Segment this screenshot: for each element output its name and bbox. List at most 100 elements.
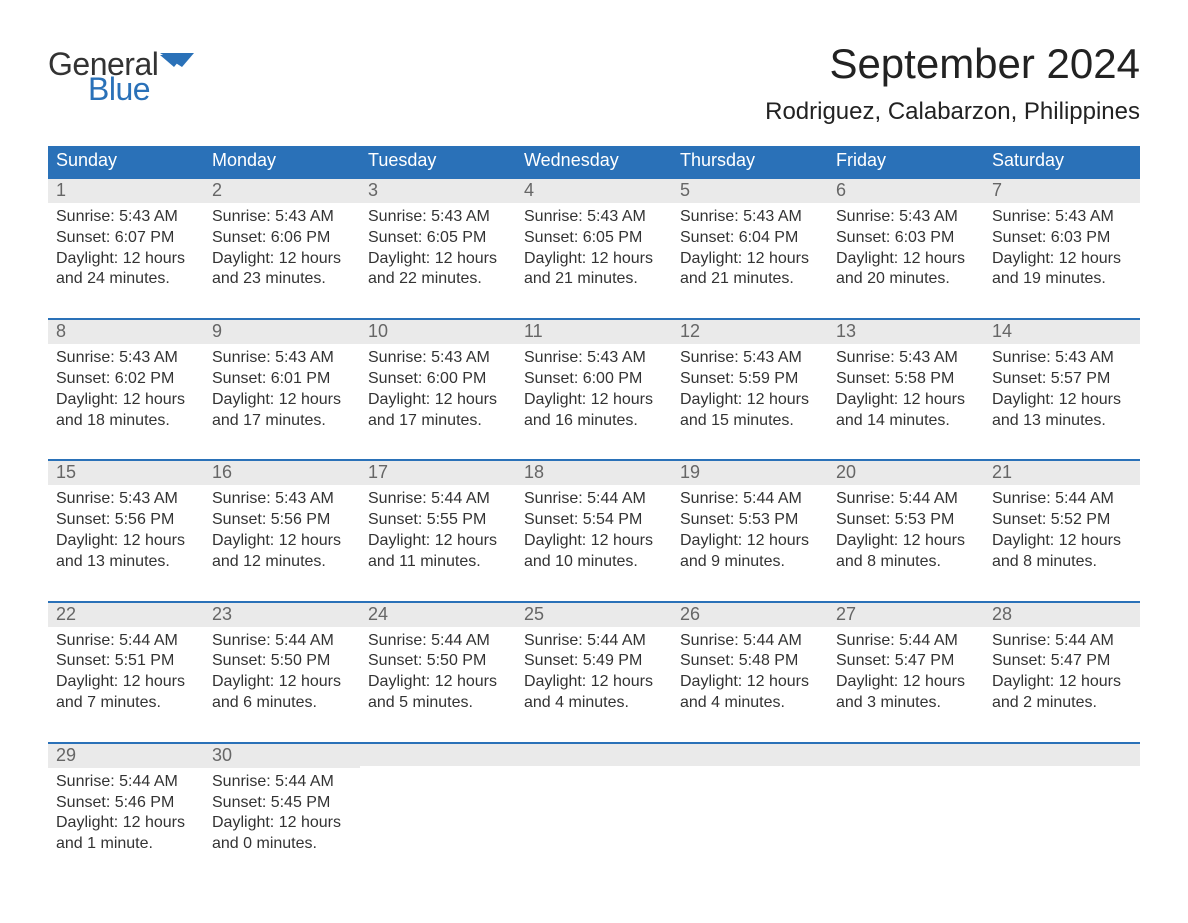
day-dl2: and 15 minutes. (680, 411, 820, 432)
day-cell: 13Sunrise: 5:43 AMSunset: 5:58 PMDayligh… (828, 320, 984, 435)
day-details: Sunrise: 5:43 AMSunset: 6:00 PMDaylight:… (516, 344, 672, 435)
day-dl1: Daylight: 12 hours (368, 249, 508, 270)
day-dl2: and 4 minutes. (524, 693, 664, 714)
day-number: 19 (672, 461, 828, 485)
day-details: Sunrise: 5:43 AMSunset: 5:59 PMDaylight:… (672, 344, 828, 435)
day-cell: 9Sunrise: 5:43 AMSunset: 6:01 PMDaylight… (204, 320, 360, 435)
day-dl2: and 7 minutes. (56, 693, 196, 714)
day-dl1: Daylight: 12 hours (212, 813, 352, 834)
day-details: Sunrise: 5:43 AMSunset: 6:03 PMDaylight:… (828, 203, 984, 294)
day-dl2: and 17 minutes. (212, 411, 352, 432)
day-of-week-header: Sunday Monday Tuesday Wednesday Thursday… (48, 146, 1140, 177)
day-sunrise: Sunrise: 5:43 AM (680, 207, 820, 228)
day-cell: 20Sunrise: 5:44 AMSunset: 5:53 PMDayligh… (828, 461, 984, 576)
day-cell: 5Sunrise: 5:43 AMSunset: 6:04 PMDaylight… (672, 179, 828, 294)
day-sunrise: Sunrise: 5:44 AM (836, 489, 976, 510)
day-details: Sunrise: 5:43 AMSunset: 5:57 PMDaylight:… (984, 344, 1140, 435)
day-number: 17 (360, 461, 516, 485)
day-details: Sunrise: 5:44 AMSunset: 5:46 PMDaylight:… (48, 768, 204, 859)
day-sunrise: Sunrise: 5:44 AM (524, 631, 664, 652)
day-sunrise: Sunrise: 5:43 AM (212, 207, 352, 228)
day-sunrise: Sunrise: 5:43 AM (680, 348, 820, 369)
day-sunset: Sunset: 6:05 PM (368, 228, 508, 249)
day-number: 7 (984, 179, 1140, 203)
day-details: Sunrise: 5:44 AMSunset: 5:53 PMDaylight:… (672, 485, 828, 576)
day-number: 2 (204, 179, 360, 203)
day-dl1: Daylight: 12 hours (368, 531, 508, 552)
day-dl1: Daylight: 12 hours (992, 390, 1132, 411)
day-sunset: Sunset: 6:03 PM (836, 228, 976, 249)
day-details: Sunrise: 5:44 AMSunset: 5:51 PMDaylight:… (48, 627, 204, 718)
month-title: September 2024 (765, 40, 1140, 88)
dow-wednesday: Wednesday (516, 146, 672, 177)
day-sunrise: Sunrise: 5:43 AM (212, 348, 352, 369)
day-sunset: Sunset: 5:53 PM (836, 510, 976, 531)
day-details: Sunrise: 5:43 AMSunset: 6:07 PMDaylight:… (48, 203, 204, 294)
day-number: 15 (48, 461, 204, 485)
day-dl1: Daylight: 12 hours (212, 672, 352, 693)
day-dl1: Daylight: 12 hours (680, 249, 820, 270)
day-sunrise: Sunrise: 5:44 AM (992, 631, 1132, 652)
day-dl1: Daylight: 12 hours (56, 672, 196, 693)
day-sunset: Sunset: 5:51 PM (56, 651, 196, 672)
day-cell: 27Sunrise: 5:44 AMSunset: 5:47 PMDayligh… (828, 603, 984, 718)
day-sunrise: Sunrise: 5:43 AM (524, 348, 664, 369)
flag-icon (160, 53, 194, 80)
day-details: Sunrise: 5:43 AMSunset: 5:56 PMDaylight:… (204, 485, 360, 576)
day-sunrise: Sunrise: 5:43 AM (368, 207, 508, 228)
day-dl2: and 10 minutes. (524, 552, 664, 573)
day-dl2: and 19 minutes. (992, 269, 1132, 290)
day-number: 20 (828, 461, 984, 485)
day-details: Sunrise: 5:44 AMSunset: 5:50 PMDaylight:… (204, 627, 360, 718)
day-cell: 8Sunrise: 5:43 AMSunset: 6:02 PMDaylight… (48, 320, 204, 435)
day-number: 12 (672, 320, 828, 344)
day-dl2: and 21 minutes. (680, 269, 820, 290)
day-details: Sunrise: 5:44 AMSunset: 5:52 PMDaylight:… (984, 485, 1140, 576)
day-cell: 15Sunrise: 5:43 AMSunset: 5:56 PMDayligh… (48, 461, 204, 576)
empty-day-header (828, 744, 984, 766)
day-sunrise: Sunrise: 5:44 AM (212, 772, 352, 793)
empty-day-header (360, 744, 516, 766)
day-sunset: Sunset: 5:50 PM (212, 651, 352, 672)
day-cell: 12Sunrise: 5:43 AMSunset: 5:59 PMDayligh… (672, 320, 828, 435)
dow-saturday: Saturday (984, 146, 1140, 177)
day-sunrise: Sunrise: 5:44 AM (992, 489, 1132, 510)
day-sunset: Sunset: 5:53 PM (680, 510, 820, 531)
day-dl2: and 8 minutes. (836, 552, 976, 573)
day-dl1: Daylight: 12 hours (836, 249, 976, 270)
day-cell: 3Sunrise: 5:43 AMSunset: 6:05 PMDaylight… (360, 179, 516, 294)
day-number: 22 (48, 603, 204, 627)
day-sunrise: Sunrise: 5:44 AM (836, 631, 976, 652)
day-sunrise: Sunrise: 5:43 AM (56, 348, 196, 369)
day-cell: 26Sunrise: 5:44 AMSunset: 5:48 PMDayligh… (672, 603, 828, 718)
day-dl2: and 23 minutes. (212, 269, 352, 290)
day-dl2: and 5 minutes. (368, 693, 508, 714)
day-sunset: Sunset: 6:00 PM (524, 369, 664, 390)
day-dl2: and 24 minutes. (56, 269, 196, 290)
day-sunset: Sunset: 5:55 PM (368, 510, 508, 531)
day-details: Sunrise: 5:44 AMSunset: 5:53 PMDaylight:… (828, 485, 984, 576)
day-details: Sunrise: 5:43 AMSunset: 6:05 PMDaylight:… (360, 203, 516, 294)
day-dl2: and 16 minutes. (524, 411, 664, 432)
day-dl1: Daylight: 12 hours (212, 249, 352, 270)
day-sunset: Sunset: 5:47 PM (992, 651, 1132, 672)
day-dl2: and 3 minutes. (836, 693, 976, 714)
day-sunrise: Sunrise: 5:43 AM (56, 207, 196, 228)
day-cell: 24Sunrise: 5:44 AMSunset: 5:50 PMDayligh… (360, 603, 516, 718)
day-dl2: and 17 minutes. (368, 411, 508, 432)
location-subtitle: Rodriguez, Calabarzon, Philippines (765, 98, 1140, 126)
day-sunset: Sunset: 5:49 PM (524, 651, 664, 672)
calendar-week: 29Sunrise: 5:44 AMSunset: 5:46 PMDayligh… (48, 742, 1140, 859)
day-details: Sunrise: 5:44 AMSunset: 5:47 PMDaylight:… (984, 627, 1140, 718)
day-cell: 30Sunrise: 5:44 AMSunset: 5:45 PMDayligh… (204, 744, 360, 859)
day-cell: 17Sunrise: 5:44 AMSunset: 5:55 PMDayligh… (360, 461, 516, 576)
brand-text-blue: Blue (88, 71, 150, 108)
day-sunrise: Sunrise: 5:43 AM (524, 207, 664, 228)
day-sunset: Sunset: 6:04 PM (680, 228, 820, 249)
calendar-week: 15Sunrise: 5:43 AMSunset: 5:56 PMDayligh… (48, 459, 1140, 576)
day-dl1: Daylight: 12 hours (524, 390, 664, 411)
day-number: 29 (48, 744, 204, 768)
day-number: 21 (984, 461, 1140, 485)
day-sunrise: Sunrise: 5:44 AM (212, 631, 352, 652)
day-details: Sunrise: 5:43 AMSunset: 6:00 PMDaylight:… (360, 344, 516, 435)
